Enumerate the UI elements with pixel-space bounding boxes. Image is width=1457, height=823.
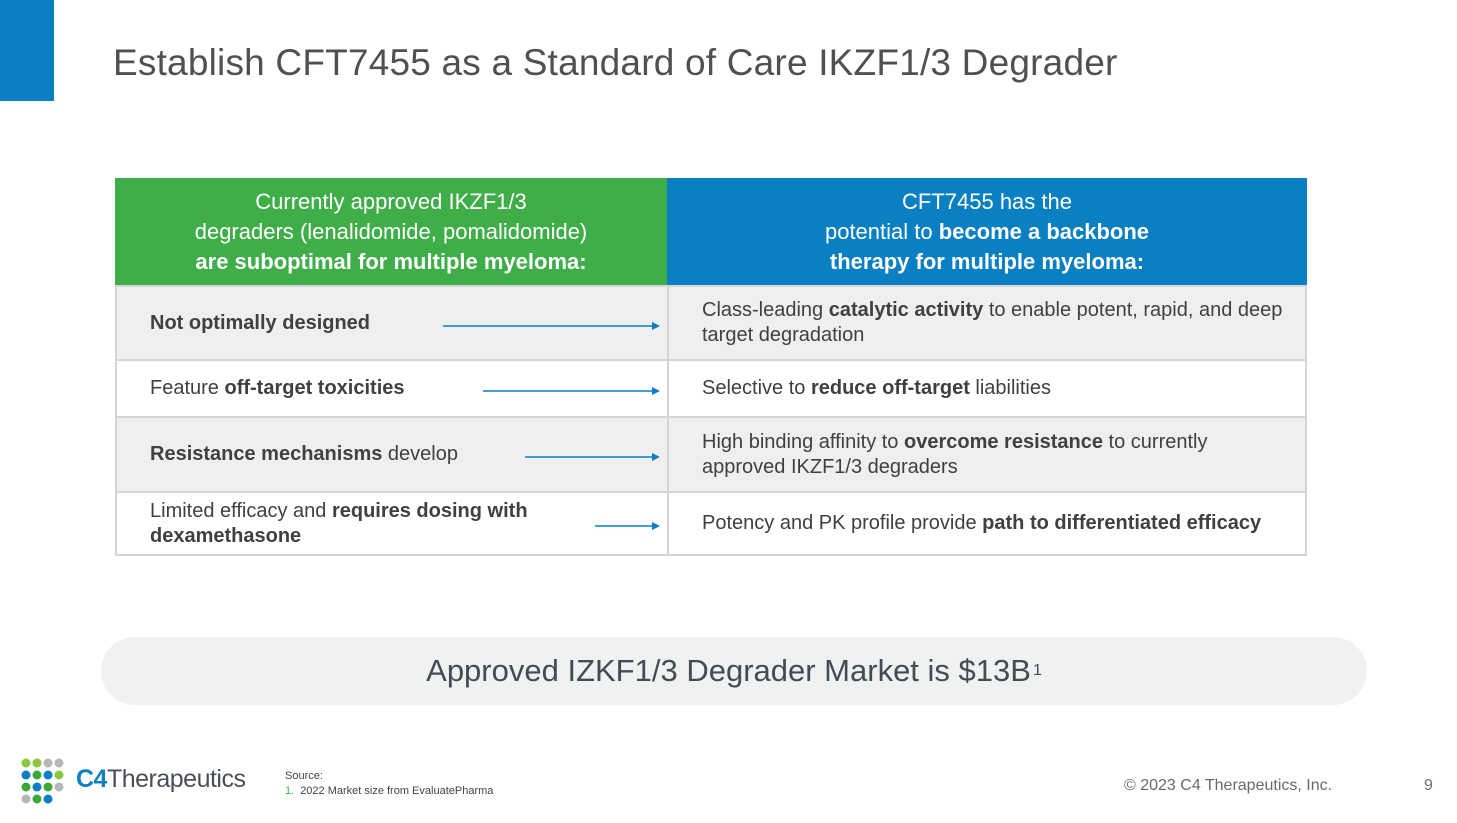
banner-text: Approved IZKF1/3 Degrader Market is $13B — [426, 653, 1031, 688]
table-cell: High binding affinity to overcome resist… — [667, 418, 1307, 491]
header-line: degraders (lenalidomide, pomalidomide) — [115, 217, 667, 247]
table-row: Feature off-target toxicities Selective t… — [115, 361, 1307, 418]
text: potential to — [824, 218, 939, 244]
table-row: Limited efficacy and requires dosing wit… — [115, 493, 1307, 556]
header-cell: Currently approved IKZF1/3 degraders (len… — [115, 178, 667, 285]
text: Potency and PK profile provide — [702, 512, 983, 534]
table-cell: Limited efficacy and requires dosing wit… — [117, 493, 669, 554]
text: Currently approved IKZF1/3 — [255, 188, 527, 214]
cell-text: Class-leading catalytic activity to enab… — [702, 298, 1287, 348]
bold-text: Not optimally designed — [150, 311, 371, 334]
banner-footnote: 1 — [1032, 662, 1042, 679]
bold-text: path to differentiated efficacy — [982, 512, 1262, 534]
bold-text: requires dosing with dexamethasone — [150, 499, 528, 547]
arrow — [483, 386, 660, 395]
header-line: therapy for multiple myeloma: — [667, 247, 1307, 277]
cell-text: Resistance mechanisms develop — [150, 442, 458, 467]
table-cell: Potency and PK profile provide path to d… — [667, 493, 1307, 554]
accent-bar — [0, 0, 54, 101]
text: develop — [382, 443, 458, 465]
logo-mark — [21, 758, 64, 804]
bold-text: therapy for multiple myeloma: — [829, 248, 1145, 274]
cell-text: Selective to reduce off-target liabiliti… — [702, 376, 1051, 401]
table-cell: Resistance mechanisms develop — [117, 418, 669, 491]
text: degraders (lenalidomide, pomalidomide) — [194, 218, 588, 244]
text: Limited efficacy and — [150, 499, 332, 522]
arrow — [443, 322, 660, 330]
bold-text: catalytic activity — [828, 299, 984, 321]
logo-name: Therapeutics — [106, 765, 246, 793]
header-cell: CFT7455 has the potential to become a bac… — [667, 178, 1307, 285]
text: Class-leading — [702, 299, 829, 321]
arrow — [525, 452, 660, 461]
arrow — [595, 521, 660, 530]
cell-text: Limited efficacy and requires dosing wit… — [150, 499, 581, 549]
text: CFT7455 has the — [902, 188, 1072, 214]
table-cell: Selective to reduce off-target liabiliti… — [667, 361, 1307, 416]
text: Selective to — [702, 377, 811, 399]
source-number: 1. — [285, 785, 295, 797]
text: to currently approved IKZF1/3 degraders — [702, 430, 1208, 478]
logo-dots — [21, 758, 64, 804]
bold-text: become a backbone — [938, 218, 1150, 244]
header-line: CFT7455 has the — [667, 187, 1307, 217]
slide-title: Establish CFT7455 as a Standard of Care … — [113, 42, 1118, 83]
bold-text: reduce off-target — [810, 377, 970, 399]
source-text: 2022 Market size from EvaluatePharma — [300, 785, 494, 797]
text: Feature — [150, 377, 225, 399]
header-line: potential to become a backbone — [667, 217, 1307, 247]
text: High binding affinity to — [702, 430, 904, 453]
cell-text: Feature off-target toxicities — [150, 376, 405, 401]
text: liabilities — [969, 377, 1052, 399]
market-banner: Approved IZKF1/3 Degrader Market is $13B… — [101, 637, 1367, 705]
page-number: 9 — [1424, 777, 1433, 794]
header-line: are suboptimal for multiple myeloma: — [115, 247, 667, 277]
cell-text: High binding affinity to overcome resist… — [702, 430, 1287, 480]
table-cell: Not optimally designed — [117, 287, 669, 359]
source-list: 1. 2022 Market size from EvaluatePharma — [285, 785, 493, 797]
bold-text: Resistance mechanisms — [150, 443, 383, 465]
table-cell: Class-leading catalytic activity to enab… — [667, 287, 1307, 359]
cell-text: Not optimally designed — [150, 311, 370, 336]
bold-text: off-target toxicities — [224, 377, 405, 399]
logo-c4: C4 — [76, 765, 107, 793]
bold-text: are suboptimal for multiple myeloma: — [195, 248, 587, 274]
logo-wordmark: C4Therapeutics — [76, 765, 246, 794]
table-row: Not optimally designed Class-leading cata… — [115, 285, 1307, 361]
source-item: 1. 2022 Market size from EvaluatePharma — [285, 785, 493, 797]
header-line: Currently approved IKZF1/3 — [115, 187, 667, 217]
table-row: Resistance mechanisms develop High bindin… — [115, 418, 1307, 493]
copyright: © 2023 C4 Therapeutics, Inc. — [1124, 777, 1333, 794]
table-cell: Feature off-target toxicities — [117, 361, 669, 416]
cell-text: Potency and PK profile provide path to d… — [702, 511, 1261, 536]
source-label: Source: — [285, 770, 323, 782]
bold-text: overcome resistance — [903, 430, 1103, 453]
text: to enable potent, rapid, and deep target… — [702, 299, 1283, 346]
